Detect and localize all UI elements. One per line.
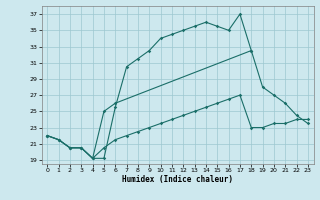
X-axis label: Humidex (Indice chaleur): Humidex (Indice chaleur) — [122, 175, 233, 184]
